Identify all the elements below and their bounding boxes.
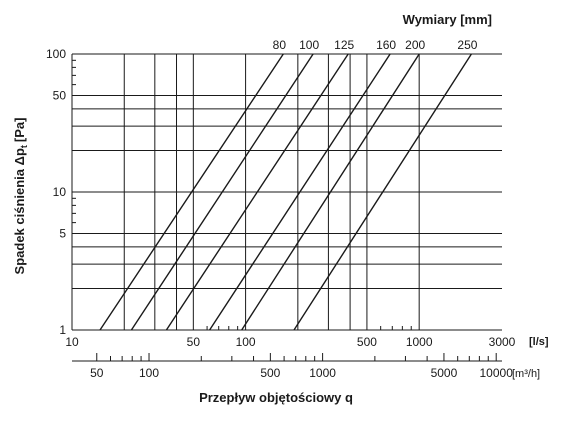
y-axis-label-sub: t bbox=[19, 145, 29, 148]
x-minor-ticks bbox=[206, 326, 412, 330]
x2-tick-label: 10000 bbox=[480, 366, 514, 380]
x-tick-label: 100 bbox=[236, 335, 256, 349]
horizontal-grid bbox=[72, 53, 502, 289]
x-tick-label: 1000 bbox=[406, 335, 433, 349]
series-lines bbox=[99, 53, 472, 331]
y-tick-label: 10 bbox=[53, 185, 67, 199]
secondary-x-minor-ticks bbox=[96, 353, 497, 361]
series-line-160 bbox=[209, 53, 391, 331]
x-tick-label: 500 bbox=[357, 335, 377, 349]
chart-title: Wymiary [mm] bbox=[403, 12, 492, 27]
x-tick-label: 10 bbox=[65, 335, 79, 349]
y-tick-label: 1 bbox=[59, 323, 66, 337]
y-tick-labels: 1 5 10 50 100 bbox=[46, 47, 66, 337]
x-unit-primary: [l/s] bbox=[529, 336, 549, 348]
x2-tick-label: 1000 bbox=[309, 366, 336, 380]
series-label-250: 250 bbox=[457, 38, 477, 52]
x2-tick-label: 500 bbox=[260, 366, 280, 380]
series-labels: 80 100 125 160 200 250 bbox=[273, 38, 478, 52]
x-tick-label: 50 bbox=[187, 335, 201, 349]
y-axis-label-main: Spadek ciśnienia Δp bbox=[12, 148, 27, 274]
series-label-100: 100 bbox=[299, 38, 319, 52]
x-unit-secondary: [m³/h] bbox=[512, 368, 540, 380]
y-tick-label: 5 bbox=[59, 227, 66, 241]
x-tick-labels: 10 50 100 500 1000 3000 bbox=[65, 335, 515, 349]
x2-tick-label: 5000 bbox=[431, 366, 458, 380]
series-label-200: 200 bbox=[405, 38, 425, 52]
y-axis-label-unit: [Pa] bbox=[12, 118, 27, 143]
plot-frame bbox=[71, 54, 502, 331]
y-tick-label: 100 bbox=[46, 47, 66, 61]
series-line-250 bbox=[293, 53, 472, 331]
x-axis-label: Przepływ objętościowy q bbox=[199, 390, 353, 405]
secondary-x-tick-labels: 50 100 500 1000 5000 10000 bbox=[90, 366, 513, 380]
series-line-125 bbox=[165, 53, 349, 331]
series-label-125: 125 bbox=[334, 38, 354, 52]
y-tick-label: 50 bbox=[53, 89, 67, 103]
series-label-160: 160 bbox=[376, 38, 396, 52]
series-line-80 bbox=[99, 53, 284, 331]
series-line-200 bbox=[241, 53, 420, 331]
series-label-80: 80 bbox=[273, 38, 287, 52]
x2-tick-label: 50 bbox=[90, 366, 104, 380]
series-line-100 bbox=[130, 53, 314, 331]
x2-tick-label: 100 bbox=[139, 366, 159, 380]
y-axis-label: Spadek ciśnienia Δpt [Pa] bbox=[12, 118, 29, 275]
x-tick-label: 3000 bbox=[489, 335, 516, 349]
y-minor-ticks bbox=[72, 59, 76, 224]
